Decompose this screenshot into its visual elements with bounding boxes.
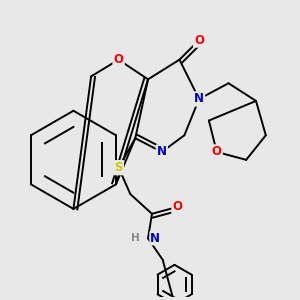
Text: O: O <box>172 200 182 213</box>
Text: S: S <box>114 161 123 174</box>
Text: H: H <box>131 233 140 243</box>
Text: N: N <box>150 232 160 245</box>
Text: O: O <box>114 53 124 66</box>
Text: O: O <box>212 146 222 158</box>
Text: N: N <box>157 146 167 158</box>
Text: N: N <box>194 92 204 106</box>
Text: O: O <box>194 34 204 46</box>
